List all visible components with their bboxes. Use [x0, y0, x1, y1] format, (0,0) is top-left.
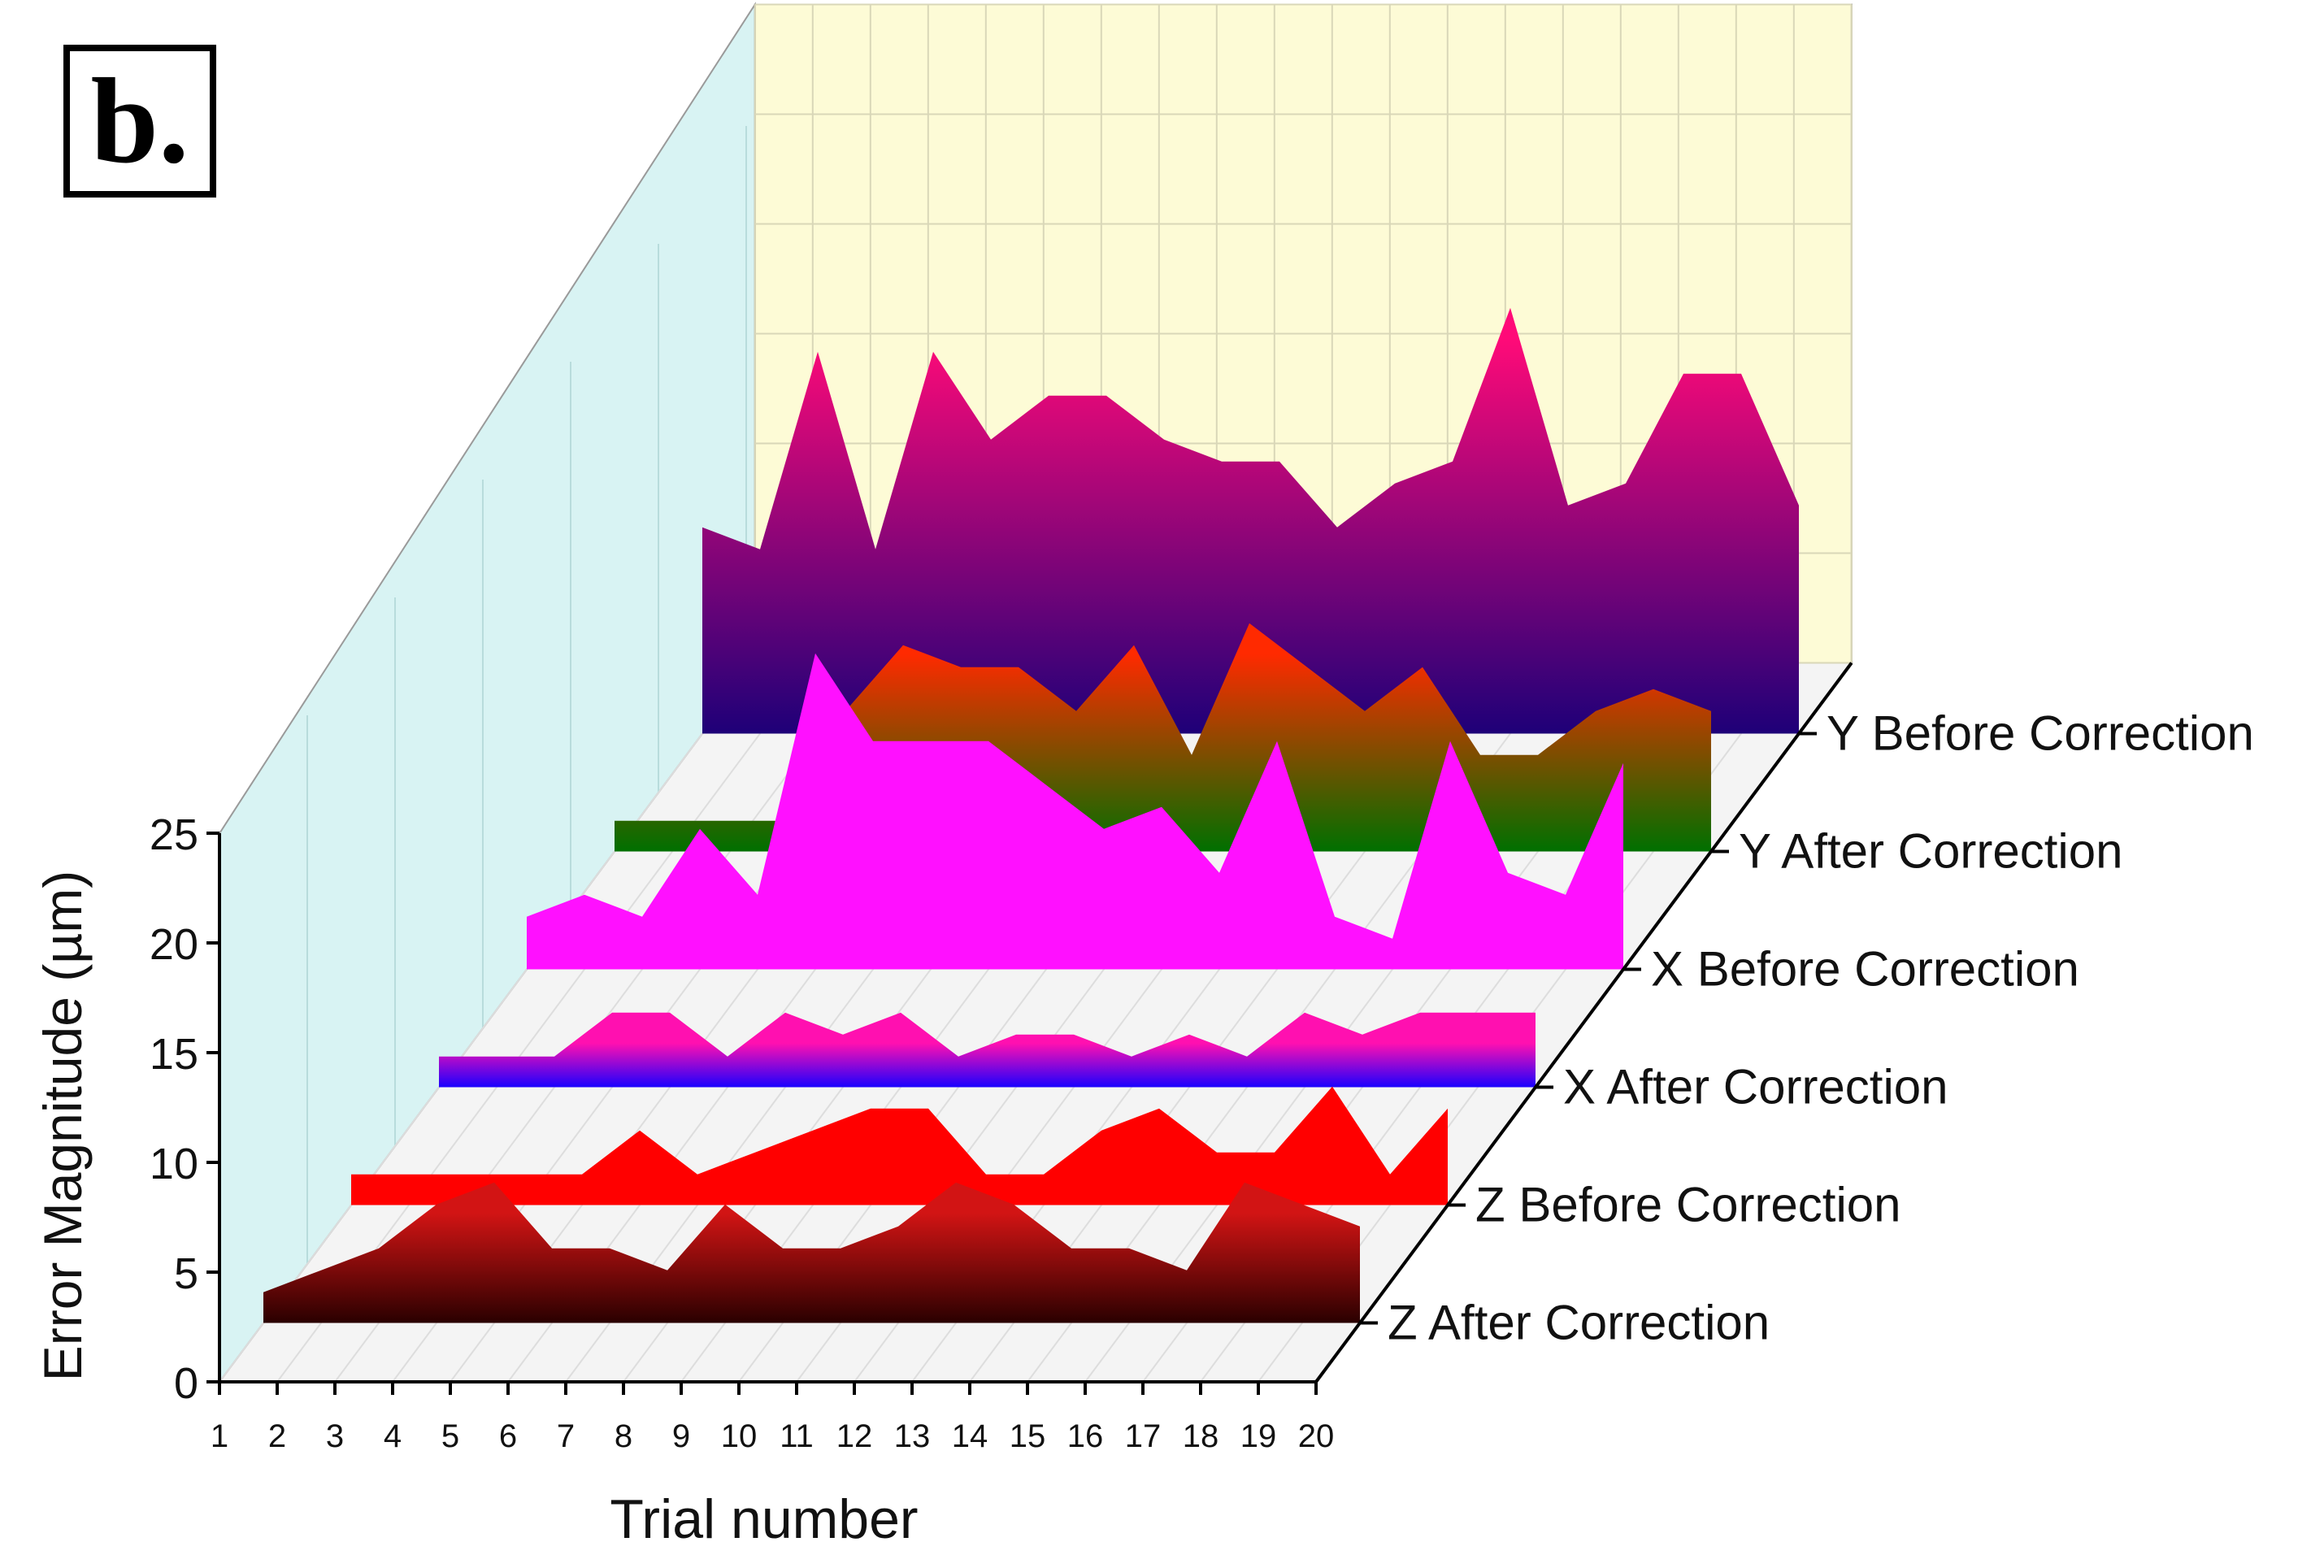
x-tick-label: 4: [384, 1418, 402, 1454]
x-tick-label: 10: [721, 1418, 758, 1454]
x-tick-label: 8: [615, 1418, 632, 1454]
series-area-4: [527, 653, 1623, 970]
x-tick-label: 19: [1240, 1418, 1277, 1454]
series-area-3: [439, 1012, 1536, 1088]
x-tick-label: 5: [441, 1418, 459, 1454]
x-tick-label: 9: [672, 1418, 690, 1454]
chart-series: [263, 307, 1799, 1323]
x-tick-label: 12: [836, 1418, 873, 1454]
x-axis-label: Trial number: [610, 1488, 918, 1550]
y-tick-label: 15: [150, 1030, 198, 1079]
x-tick-label: 13: [894, 1418, 931, 1454]
series-area-1: [263, 1182, 1360, 1323]
series-name-label: Z After Correction: [1388, 1296, 1770, 1350]
x-tick-label: 15: [1010, 1418, 1046, 1454]
panel-label: b.: [90, 54, 189, 189]
series-name-label: X After Correction: [1563, 1060, 1948, 1114]
y-tick-label: 0: [174, 1359, 198, 1408]
x-tick-label: 17: [1125, 1418, 1162, 1454]
series-area-2: [351, 1086, 1448, 1205]
y-tick-label: 5: [174, 1249, 198, 1298]
x-tick-label: 1: [211, 1418, 228, 1454]
x-tick-label: 3: [326, 1418, 344, 1454]
x-tick-label: 2: [268, 1418, 286, 1454]
x-tick-label: 16: [1067, 1418, 1104, 1454]
x-tick-label: 14: [952, 1418, 988, 1454]
y-axis-label: Error Magnitude (µm): [33, 871, 93, 1382]
series-name-label: Z Before Correction: [1475, 1178, 1901, 1232]
x-tick-label: 11: [780, 1418, 814, 1454]
series-area-6: [702, 307, 1799, 734]
panel-label-box: b.: [63, 45, 216, 198]
x-tick-label: 7: [557, 1418, 575, 1454]
x-tick-label: 18: [1183, 1418, 1219, 1454]
y-tick-label: 10: [150, 1140, 198, 1188]
series-name-label: Y Before Correction: [1827, 706, 2254, 761]
series-name-label: Y After Correction: [1739, 824, 2122, 879]
series-name-label: X Before Correction: [1651, 942, 2079, 997]
y-tick-label: 20: [150, 920, 198, 969]
y-tick-label: 25: [150, 810, 198, 859]
x-tick-label: 20: [1298, 1418, 1335, 1454]
x-tick-label: 6: [499, 1418, 517, 1454]
